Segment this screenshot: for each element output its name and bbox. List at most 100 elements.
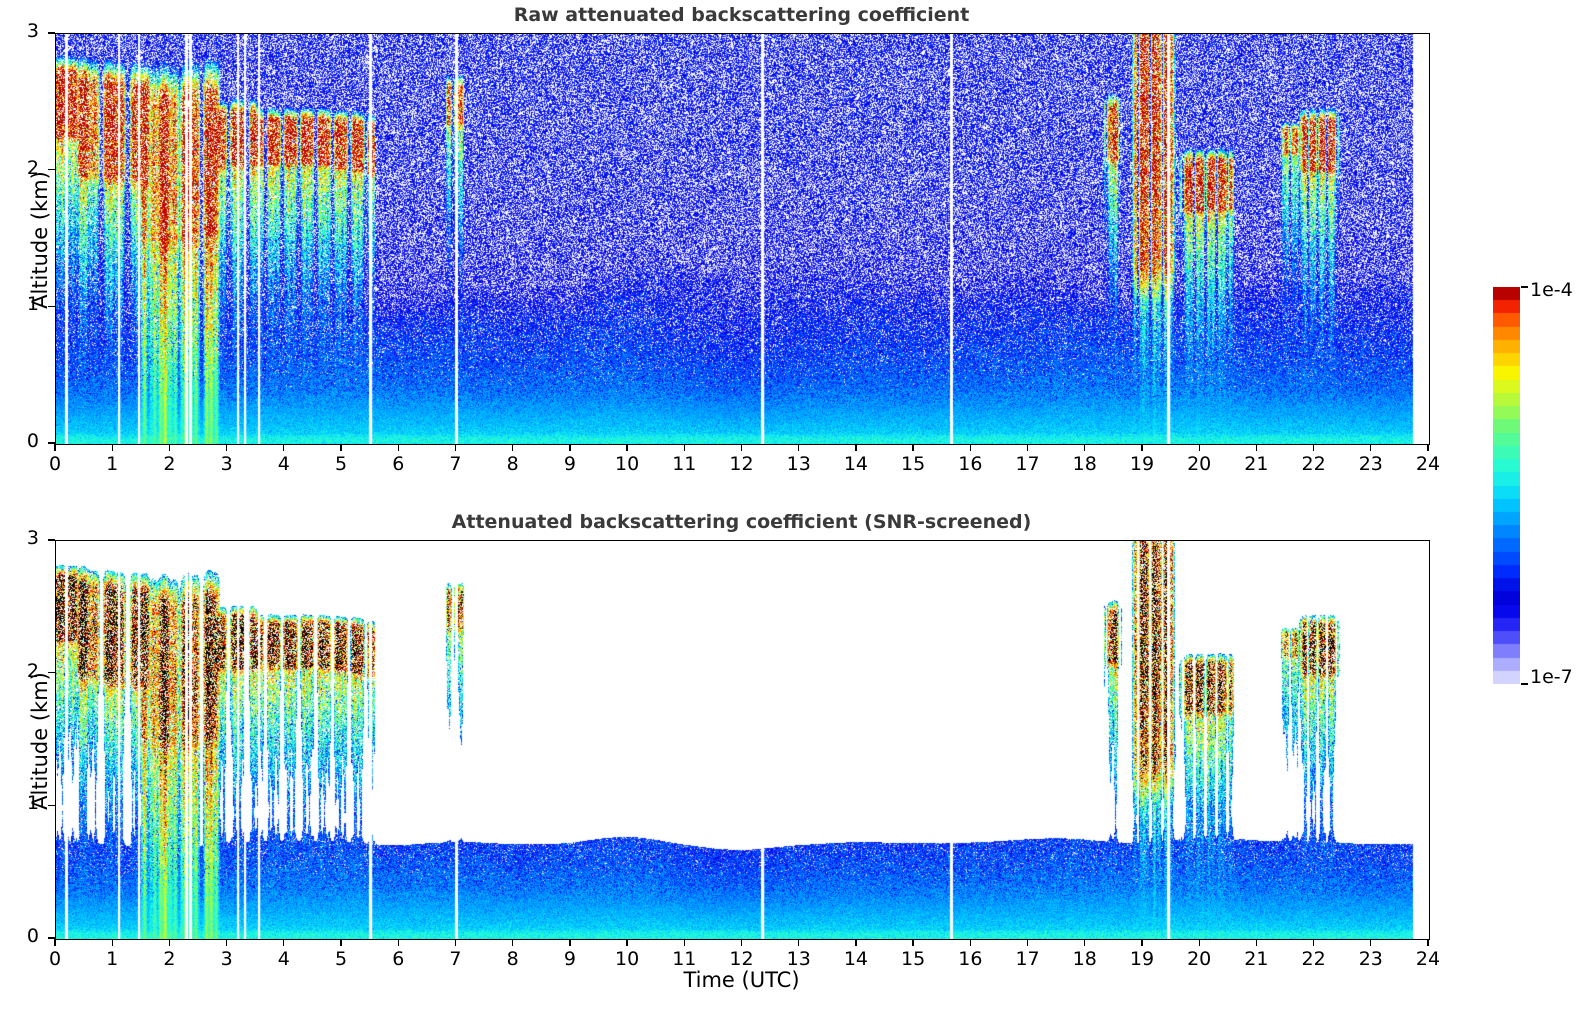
- x-tick-mark: [683, 939, 685, 947]
- y-tick-label: 3: [26, 527, 39, 549]
- x-tick-mark: [912, 939, 914, 947]
- x-tick-label: 3: [220, 453, 233, 475]
- x-tick-label: 15: [901, 453, 926, 475]
- x-tick-mark: [569, 939, 571, 947]
- x-tick-mark: [1255, 444, 1258, 452]
- x-tick-label: 16: [958, 453, 983, 475]
- x-tick-label: 14: [843, 948, 868, 970]
- heatmap-raw: [56, 34, 1429, 444]
- x-tick-mark: [626, 939, 628, 947]
- x-tick-label: 9: [563, 948, 576, 970]
- x-tick-label: 24: [1415, 453, 1441, 475]
- x-tick-mark: [1370, 939, 1372, 947]
- colorbar-gradient: [1493, 287, 1520, 684]
- x-tick-mark: [111, 444, 113, 452]
- x-tick-label: 0: [48, 948, 62, 970]
- x-tick-mark: [798, 444, 800, 452]
- x-tick-label: 10: [614, 453, 640, 475]
- y-tick-mark: [47, 32, 55, 34]
- x-tick-label: 13: [786, 948, 811, 970]
- y-tick-mark: [47, 804, 55, 806]
- y-tick-mark: [47, 442, 55, 444]
- y-tick-label: 0: [26, 430, 39, 452]
- x-tick-mark: [454, 444, 457, 452]
- x-tick-mark: [1198, 939, 1200, 947]
- x-tick-label: 20: [1187, 453, 1212, 475]
- x-tick-mark: [397, 444, 399, 452]
- x-tick-label: 6: [392, 453, 405, 475]
- x-tick-label: 11: [672, 453, 697, 475]
- x-tick-label: 19: [1129, 453, 1155, 475]
- x-tick-label: 13: [786, 453, 811, 475]
- x-tick-mark: [340, 939, 342, 947]
- x-tick-label: 16: [958, 948, 983, 970]
- x-tick-mark: [969, 444, 971, 452]
- x-tick-label: 19: [1129, 948, 1155, 970]
- x-tick-label: 6: [392, 948, 405, 970]
- x-tick-mark: [340, 444, 342, 452]
- x-tick-label: 7: [449, 948, 462, 970]
- x-tick-mark: [454, 939, 457, 947]
- x-tick-label: 21: [1244, 948, 1269, 970]
- x-tick-label: 23: [1358, 453, 1383, 475]
- x-tick-mark: [512, 444, 514, 452]
- x-tick-mark: [1255, 939, 1258, 947]
- x-tick-mark: [1026, 444, 1029, 452]
- x-tick-mark: [111, 939, 113, 947]
- x-tick-mark: [969, 939, 971, 947]
- x-tick-mark: [855, 444, 857, 452]
- x-tick-mark: [283, 939, 285, 947]
- heatmap-screened: [56, 541, 1429, 939]
- x-tick-mark: [512, 939, 514, 947]
- x-tick-mark: [168, 939, 171, 947]
- x-tick-mark: [225, 939, 228, 947]
- x-tick-label: 2: [163, 948, 176, 970]
- x-tick-mark: [855, 939, 857, 947]
- x-tick-mark: [1084, 444, 1086, 452]
- y-tick-mark: [47, 169, 55, 171]
- x-tick-label: 4: [277, 453, 290, 475]
- x-tick-mark: [1312, 939, 1315, 947]
- x-tick-label: 21: [1244, 453, 1269, 475]
- x-tick-label: 4: [277, 948, 290, 970]
- x-tick-label: 2: [163, 453, 176, 475]
- y-tick-mark: [47, 305, 55, 307]
- plot-area-raw: [55, 33, 1430, 445]
- x-tick-mark: [397, 939, 399, 947]
- x-tick-mark: [798, 939, 800, 947]
- x-tick-mark: [740, 939, 743, 947]
- x-tick-label: 10: [614, 948, 640, 970]
- y-tick-mark: [47, 937, 55, 939]
- panel-title-raw: Raw attenuated backscattering coefficien…: [513, 4, 970, 26]
- y-tick-mark: [47, 672, 55, 674]
- x-tick-label: 7: [449, 453, 462, 475]
- x-tick-mark: [626, 444, 628, 452]
- x-tick-label: 18: [1072, 453, 1097, 475]
- x-tick-label: 18: [1072, 948, 1097, 970]
- y-tick-label: 0: [26, 925, 39, 947]
- x-tick-label: 23: [1358, 948, 1383, 970]
- x-tick-label: 8: [506, 453, 519, 475]
- x-tick-label: 5: [334, 453, 348, 475]
- y-tick-label: 2: [26, 156, 39, 179]
- x-tick-mark: [225, 444, 228, 452]
- colorbar: [1493, 287, 1523, 687]
- colorbar-tick-max: 1e-4: [1530, 279, 1573, 301]
- x-tick-mark: [1427, 939, 1429, 947]
- plot-area-screened: [55, 540, 1430, 940]
- x-tick-mark: [283, 444, 285, 452]
- x-tick-mark: [168, 444, 171, 452]
- x-tick-mark: [54, 939, 56, 947]
- x-tick-mark: [1141, 939, 1143, 947]
- x-tick-mark: [1427, 444, 1429, 452]
- x-tick-label: 0: [48, 453, 62, 475]
- x-tick-label: 22: [1301, 948, 1326, 970]
- x-tick-label: 20: [1187, 948, 1212, 970]
- panel-title-screened: Attenuated backscattering coefficient (S…: [451, 511, 1032, 533]
- x-tick-mark: [1141, 444, 1143, 452]
- x-tick-label: 1: [106, 948, 119, 970]
- y-tick-label: 1: [26, 792, 39, 815]
- x-tick-mark: [1312, 444, 1315, 452]
- x-tick-label: 12: [729, 948, 754, 970]
